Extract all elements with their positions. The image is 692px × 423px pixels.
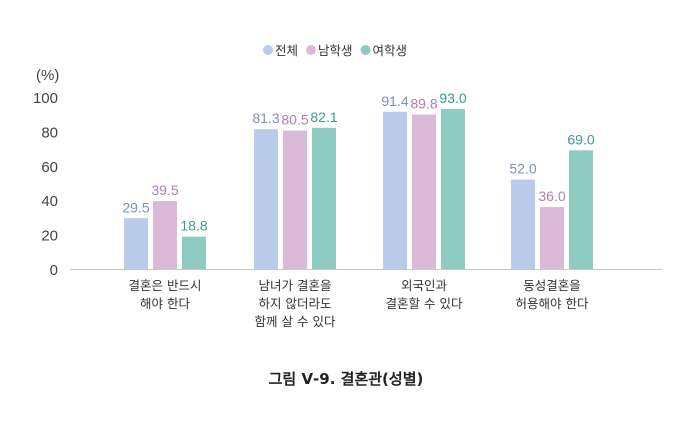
data-label: 81.3 [252, 110, 279, 126]
data-label: 29.5 [122, 199, 149, 215]
category-label: 허용해야 한다 [516, 296, 589, 311]
bar [182, 236, 206, 269]
y-tick-label: 20 [41, 228, 58, 245]
bar [569, 150, 593, 269]
data-label: 69.0 [567, 131, 594, 147]
chart-title: 그림 Ⅴ-9. 결혼관(성별) [269, 370, 424, 388]
data-label: 93.0 [439, 90, 466, 106]
bar [124, 218, 148, 269]
bar [412, 114, 436, 269]
y-ticks: 0 20 40 60 80 100 [33, 90, 58, 279]
y-axis-unit: (%) [36, 67, 59, 84]
y-tick-label: 0 [50, 262, 58, 279]
category-label: 외국인과 [401, 278, 448, 293]
legend-swatch [263, 45, 273, 55]
data-label: 89.8 [410, 96, 437, 112]
data-label: 36.0 [538, 188, 565, 204]
bar [383, 111, 407, 270]
data-label: 80.5 [281, 112, 308, 128]
bar [312, 127, 336, 270]
bar [254, 129, 278, 269]
category-label: 함께 살 수 있다 [255, 314, 336, 329]
bar [511, 179, 535, 269]
category-label: 결혼은 반드시 [129, 278, 202, 293]
bar [153, 201, 177, 269]
legend-swatch [306, 45, 317, 55]
data-label: 91.4 [381, 93, 408, 109]
y-tick-label: 60 [41, 159, 58, 176]
data-label: 39.5 [151, 182, 178, 198]
y-tick-label: 100 [33, 90, 58, 107]
y-tick-label: 40 [41, 193, 58, 210]
data-label: 82.1 [310, 109, 337, 125]
category-label: 결혼할 수 있다 [386, 296, 463, 311]
legend-label: 전체 [275, 43, 298, 58]
bar [441, 109, 465, 269]
category-label: 하지 않더라도 [259, 296, 332, 311]
y-tick-label: 80 [41, 124, 58, 141]
legend: 전체 남학생 여학생 [263, 43, 407, 58]
bar [283, 130, 307, 269]
category-label: 해야 한다 [140, 296, 190, 311]
bar [540, 207, 564, 269]
data-label: 52.0 [509, 161, 536, 177]
legend-swatch [360, 45, 371, 55]
legend-label: 남학생 [318, 43, 353, 58]
data-label: 18.8 [180, 218, 207, 234]
category-label: 동성결혼을 [523, 278, 581, 293]
bars: 29.539.5 18.8 81.3 80.5 82.1 91.4 89.8 93.0 52.0… [122, 90, 595, 270]
category-label: 남녀가 결혼을 [259, 278, 332, 293]
legend-label: 여학생 [373, 43, 408, 58]
